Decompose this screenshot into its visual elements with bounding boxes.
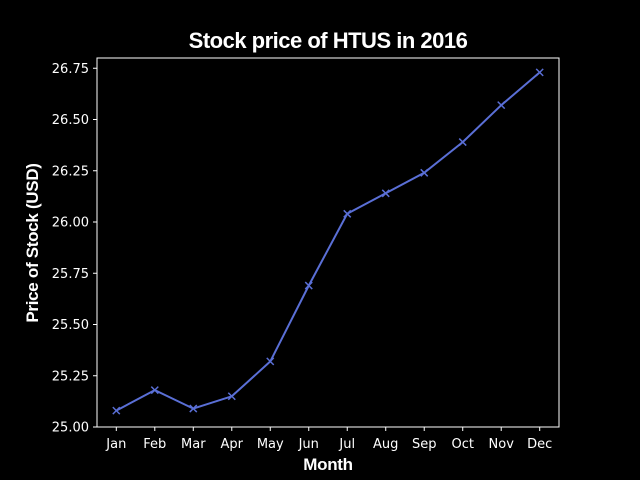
y-tick-label: 26.75 bbox=[52, 62, 89, 77]
y-tick-label: 26.50 bbox=[52, 113, 89, 128]
data-point-marker bbox=[189, 404, 198, 413]
x-tick-label: Jan bbox=[105, 437, 126, 452]
x-tick-label: Aug bbox=[373, 437, 398, 452]
x-tick-label: May bbox=[257, 437, 284, 452]
data-point-marker bbox=[266, 357, 275, 366]
y-tick-label: 26.25 bbox=[52, 164, 89, 179]
data-point-marker bbox=[420, 168, 429, 177]
data-point-marker bbox=[458, 138, 467, 147]
x-axis: Jan Feb Mar Apr May Jun Jul Aug Sep Oct Nov Dec bbox=[105, 427, 552, 452]
x-tick-label: Nov bbox=[489, 437, 515, 452]
x-axis-label: Month bbox=[303, 455, 352, 474]
x-tick-label: Dec bbox=[527, 437, 552, 452]
plot-area bbox=[96, 57, 560, 428]
x-tick-label: Oct bbox=[451, 437, 473, 452]
data-point-marker bbox=[497, 101, 506, 110]
y-tick-label: 25.50 bbox=[52, 318, 89, 333]
data-point-marker bbox=[535, 68, 544, 77]
series-line bbox=[115, 71, 541, 412]
y-tick-label: 25.75 bbox=[52, 267, 89, 282]
data-point-marker bbox=[150, 386, 159, 395]
data-point-marker bbox=[381, 189, 390, 198]
data-point-marker bbox=[112, 406, 121, 415]
y-tick-label: 26.00 bbox=[52, 216, 89, 231]
data-point-marker bbox=[304, 281, 313, 290]
x-tick-label: Sep bbox=[412, 437, 437, 452]
x-tick-label: Feb bbox=[143, 437, 166, 452]
y-axis: 25.00 25.25 25.50 25.75 26.00 26.25 26.50 26.75 bbox=[52, 62, 97, 436]
chart-title: Stock price of HTUS in 2016 bbox=[189, 28, 468, 53]
series-markers bbox=[112, 68, 544, 415]
x-tick-label: Apr bbox=[221, 437, 244, 452]
data-point-marker bbox=[343, 209, 352, 218]
x-tick-label: Jun bbox=[298, 437, 319, 452]
y-tick-label: 25.00 bbox=[52, 421, 89, 436]
y-tick-label: 25.25 bbox=[52, 369, 89, 384]
x-tick-label: Jul bbox=[338, 437, 355, 452]
y-axis-label: Price of Stock (USD) bbox=[23, 163, 42, 322]
data-point-marker bbox=[227, 392, 236, 401]
x-tick-label: Mar bbox=[181, 437, 206, 452]
